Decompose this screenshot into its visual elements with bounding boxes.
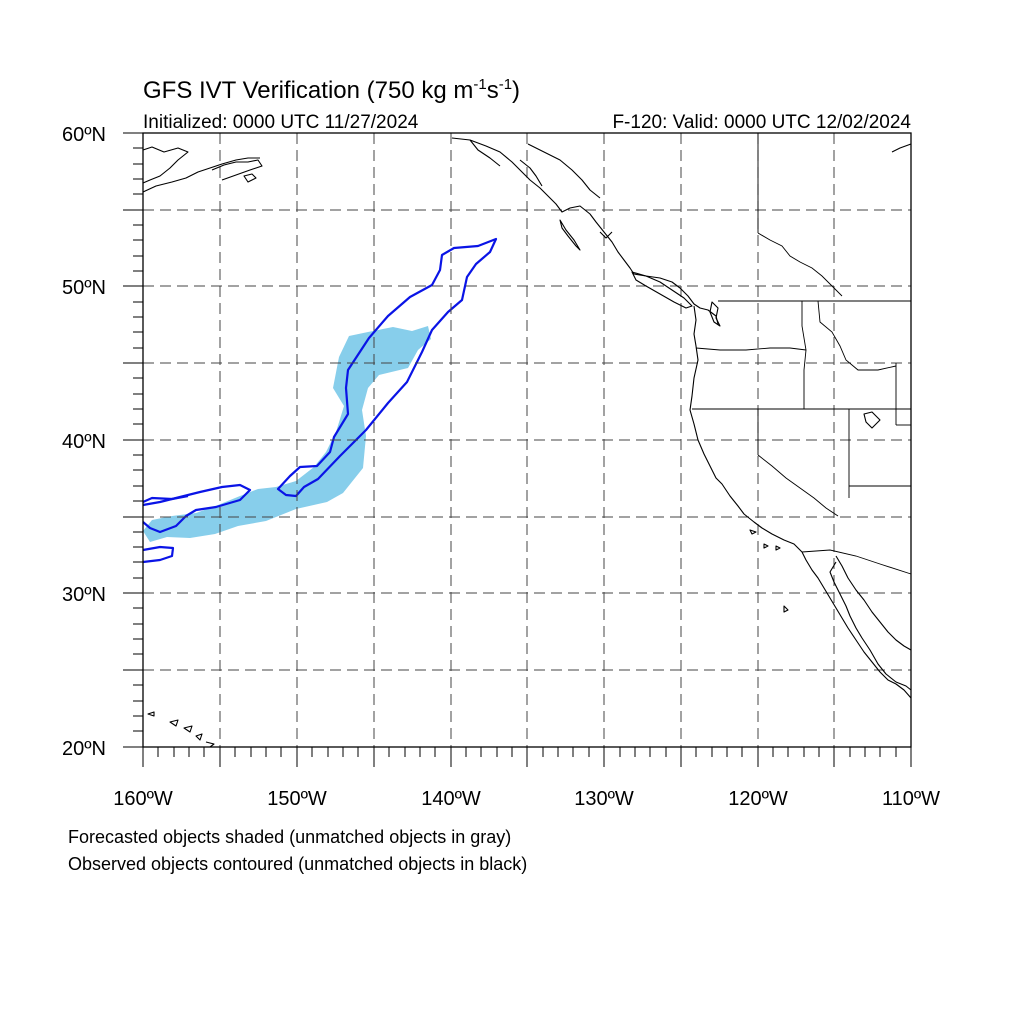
legend-forecast: Forecasted objects shaded (unmatched obj… xyxy=(68,827,511,847)
tick-marks xyxy=(123,132,912,767)
latitude-labels: 60ºN 50ºN 40ºN 30ºN 20ºN xyxy=(62,124,106,760)
lon-label: 140ºW xyxy=(421,788,481,810)
political-borders xyxy=(692,133,912,575)
lon-label: 160ºW xyxy=(113,788,173,810)
forecast-object-shaded xyxy=(143,326,431,542)
observed-object-contour xyxy=(276,237,498,498)
valid-time: F-120: Valid: 0000 UTC 12/02/2024 xyxy=(612,112,911,133)
map-title: GFS IVT Verification (750 kg m-1s-1) xyxy=(143,76,520,104)
graticule xyxy=(143,133,911,747)
lat-label: 60ºN xyxy=(62,124,106,146)
lat-label: 40ºN xyxy=(62,431,106,453)
lon-label: 110ºW xyxy=(882,788,940,810)
legend-observed: Observed objects contoured (unmatched ob… xyxy=(68,854,527,874)
coastlines xyxy=(142,137,912,748)
longitude-labels: 160ºW 150ºW 140ºW 130ºW 120ºW 110ºW xyxy=(113,788,940,810)
initialized-time: Initialized: 0000 UTC 11/27/2024 xyxy=(143,112,419,133)
lon-label: 120ºW xyxy=(728,788,788,810)
lat-label: 50ºN xyxy=(62,277,106,299)
observed-object-contour-west-mid xyxy=(142,494,189,504)
lat-label: 20ºN xyxy=(62,738,106,760)
observed-object-contour-southwest xyxy=(142,545,175,564)
lon-label: 150ºW xyxy=(267,788,327,810)
lat-label: 30ºN xyxy=(62,584,106,606)
lon-label: 130ºW xyxy=(574,788,634,810)
